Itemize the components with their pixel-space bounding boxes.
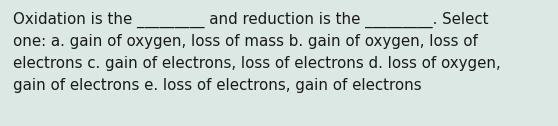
Text: one: a. gain of oxygen, loss of mass b. gain of oxygen, loss of: one: a. gain of oxygen, loss of mass b. … xyxy=(13,34,478,49)
Text: electrons c. gain of electrons, loss of electrons d. loss of oxygen,: electrons c. gain of electrons, loss of … xyxy=(13,56,501,71)
Text: gain of electrons e. loss of electrons, gain of electrons: gain of electrons e. loss of electrons, … xyxy=(13,78,422,93)
Text: Oxidation is the _________ and reduction is the _________. Select: Oxidation is the _________ and reduction… xyxy=(13,12,488,28)
